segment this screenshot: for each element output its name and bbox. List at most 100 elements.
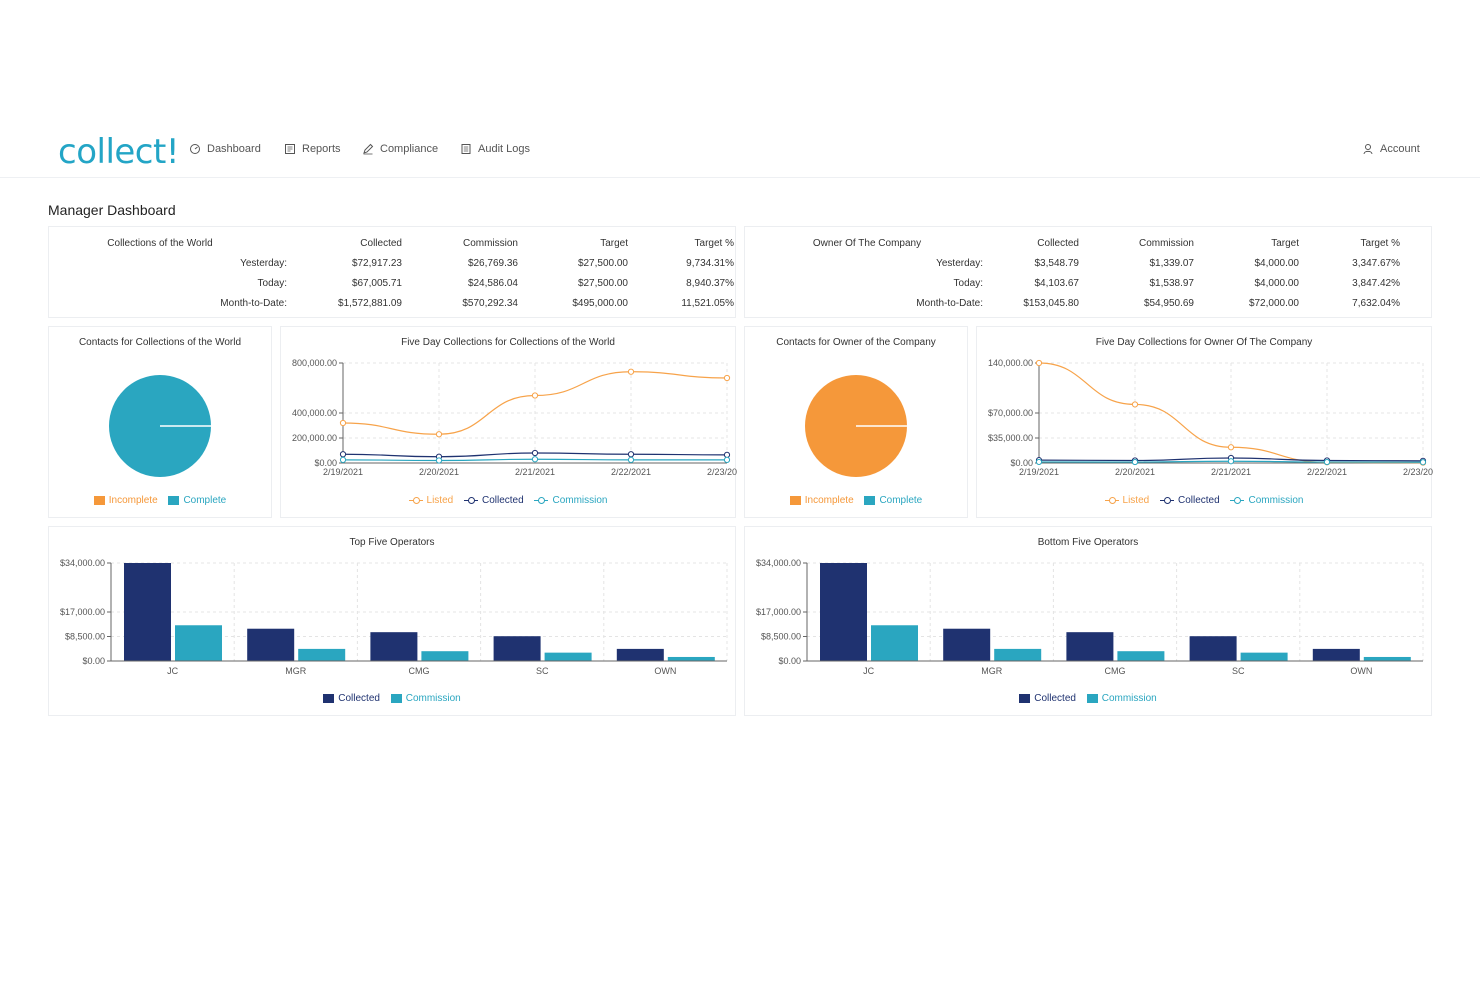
data-point[interactable]: [1131, 458, 1139, 466]
cell: $1,339.07: [1149, 257, 1195, 269]
legend-collected[interactable]: Collected: [463, 495, 524, 506]
data-point[interactable]: [1419, 459, 1427, 466]
summary-row: Month-to-Date: $153,045.80 $54,950.69 $7…: [751, 293, 1400, 313]
chart-title: Top Five Operators: [349, 537, 435, 548]
summary-row: Yesterday: $72,917.23 $26,769.36 $27,500…: [55, 253, 734, 273]
data-point[interactable]: [1035, 359, 1043, 367]
bar-commission[interactable]: [871, 625, 918, 661]
legend-collected[interactable]: Collected: [1019, 693, 1076, 704]
nav-audit-logs-label: Audit Logs: [478, 143, 530, 155]
nav-account[interactable]: Account: [1362, 143, 1420, 155]
logo[interactable]: collect!: [58, 132, 179, 172]
bar-collected[interactable]: [1066, 632, 1114, 661]
data-point[interactable]: [627, 451, 635, 458]
data-point[interactable]: [723, 456, 731, 463]
pie-title: Contacts for Owner of the Company: [776, 337, 936, 348]
bar-commission[interactable]: [994, 648, 1042, 661]
legend-commission[interactable]: Commission: [534, 495, 607, 506]
data-point[interactable]: [627, 456, 635, 463]
summary-row: Month-to-Date: $1,572,881.09 $570,292.34…: [55, 293, 734, 313]
col-header: Target %: [1360, 237, 1400, 249]
row-label: Month-to-Date:: [220, 297, 287, 309]
data-point[interactable]: [1035, 458, 1043, 466]
legend-complete[interactable]: Complete: [168, 495, 226, 506]
data-point[interactable]: [531, 456, 539, 463]
data-point[interactable]: [435, 457, 443, 464]
pie-legend: Incomplete Complete: [745, 495, 967, 508]
chart-title: Bottom Five Operators: [1037, 537, 1139, 548]
legend-complete[interactable]: Complete: [864, 495, 922, 506]
y-tick-label: $17,000.00: [60, 607, 105, 617]
pencil-icon: [363, 143, 374, 155]
data-point[interactable]: [1227, 458, 1235, 465]
reports-icon: [285, 144, 295, 154]
data-point[interactable]: [339, 451, 347, 458]
legend-incomplete[interactable]: Incomplete: [93, 495, 158, 506]
y-tick-label: $34,000.00: [756, 558, 801, 568]
legend-collected[interactable]: Collected: [1159, 495, 1220, 506]
summary-row: Yesterday: $3,548.79 $1,339.07 $4,000.00…: [751, 253, 1400, 273]
bar-collected[interactable]: [493, 636, 541, 661]
data-point[interactable]: [1227, 444, 1235, 451]
bar-commission[interactable]: [1240, 652, 1288, 661]
y-tick-label: $34,000.00: [60, 558, 105, 568]
data-point[interactable]: [723, 374, 731, 382]
pie-legend: Incomplete Complete: [49, 495, 271, 508]
data-point[interactable]: [435, 431, 443, 438]
data-point[interactable]: [1131, 401, 1139, 408]
col-header: Commission: [462, 237, 518, 249]
row-label: Today:: [953, 277, 983, 289]
x-tick-label: 2/23/2021: [1403, 467, 1433, 477]
legend-commission[interactable]: Commission: [1230, 495, 1303, 506]
x-tick-label: 2/23/2021: [707, 467, 737, 477]
nav-compliance[interactable]: Compliance: [362, 143, 438, 155]
bar-commission[interactable]: [667, 656, 715, 661]
legend-label: Listed: [1122, 495, 1150, 506]
data-point[interactable]: [1323, 458, 1331, 466]
bar-collected[interactable]: [247, 628, 295, 661]
legend-listed[interactable]: Listed: [1104, 495, 1150, 506]
bar-collected[interactable]: [370, 632, 418, 661]
bar-commission[interactable]: [544, 652, 592, 661]
nav-audit-logs[interactable]: Audit Logs: [460, 143, 530, 155]
bar-chart: JC MGR CMG SC OWN $0.00 $8,500.00 $17,000.00 $34…: [60, 558, 728, 676]
data-point[interactable]: [339, 456, 347, 463]
bar-collected[interactable]: [124, 563, 171, 661]
bar-commission[interactable]: [421, 651, 469, 661]
x-tick-label: CMG: [409, 666, 430, 676]
pie-card-owner: Contacts for Owner of the Company Incomp…: [744, 326, 968, 518]
bar-commission[interactable]: [175, 625, 222, 661]
legend-collected[interactable]: Collected: [323, 693, 380, 704]
cell: $67,005.71: [351, 277, 402, 289]
y-tick-label: $0.00: [778, 656, 801, 666]
bar-collected[interactable]: [616, 648, 664, 661]
summary-row: Today: $4,103.67 $1,538.97 $4,000.00 3,8…: [751, 273, 1400, 293]
data-point[interactable]: [531, 449, 539, 457]
legend-incomplete[interactable]: Incomplete: [789, 495, 854, 506]
summary-header-row: Owner Of The Company Collected Commissio…: [751, 233, 1400, 253]
cell: $4,103.67: [1034, 277, 1080, 289]
data-point[interactable]: [339, 419, 347, 427]
bar-commission[interactable]: [298, 648, 346, 661]
bar-collected[interactable]: [1189, 636, 1237, 661]
data-point[interactable]: [531, 392, 539, 399]
bar-collected[interactable]: [820, 563, 867, 661]
x-tick-label: 2/21/2021: [515, 467, 555, 477]
bar-chart: JC MGR CMG SC OWN $0.00 $8,500.00 $17,000.00 $34…: [756, 558, 1424, 676]
data-point[interactable]: [627, 368, 635, 375]
bar-collected[interactable]: [1312, 648, 1360, 661]
cell: $27,500.00: [577, 257, 628, 269]
bar-collected[interactable]: [943, 628, 991, 661]
data-point[interactable]: [723, 451, 731, 458]
legend-commission[interactable]: Commission: [390, 693, 461, 704]
line-legend: Listed Collected Commission: [281, 495, 735, 508]
bar-commission[interactable]: [1363, 656, 1411, 661]
chart-title: Five Day Collections for Owner Of The Co…: [1095, 337, 1313, 348]
nav-dashboard[interactable]: Dashboard: [189, 143, 261, 155]
bar-commission[interactable]: [1117, 651, 1165, 661]
nav-reports[interactable]: Reports: [284, 143, 341, 155]
legend-commission[interactable]: Commission: [1086, 693, 1157, 704]
legend-listed[interactable]: Listed: [408, 495, 453, 506]
nav-account-label: Account: [1380, 143, 1420, 155]
cell: $1,538.97: [1149, 277, 1195, 289]
